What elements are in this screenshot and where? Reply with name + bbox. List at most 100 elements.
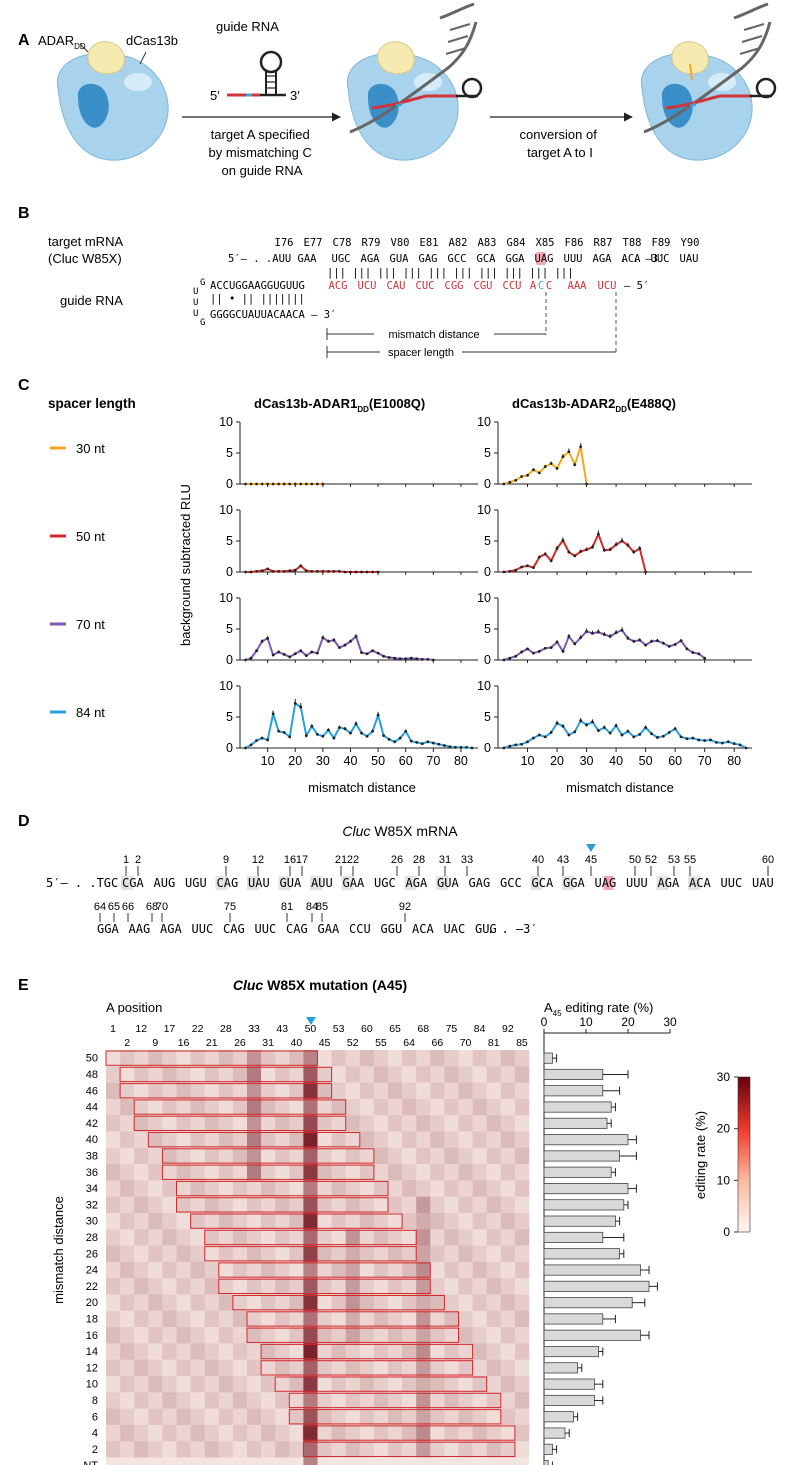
- data-point: [561, 538, 565, 542]
- codon-label: R79: [362, 237, 381, 249]
- heatmap-cell: [204, 1392, 220, 1409]
- data-point: [514, 654, 518, 658]
- heatmap-cell: [204, 1050, 220, 1067]
- heatmap-cell: [500, 1327, 516, 1344]
- d-row2-codons: GGA AAG AGA UUC CAG UUC CAG GAA CCU GGU ACA UAC GUG 6…: [94, 901, 497, 936]
- heatmap-cell: [134, 1229, 149, 1246]
- data-point: [271, 712, 275, 716]
- spacer-box: [232, 1295, 445, 1311]
- heatmap-cell: [289, 1376, 304, 1393]
- position-label: 50: [629, 854, 641, 866]
- heatmap-cell: [416, 1310, 431, 1328]
- heatmap-cell: [148, 1261, 163, 1279]
- heatmap-cell: [289, 1147, 304, 1165]
- heatmap-cell: [388, 1310, 403, 1328]
- heatmap-cell: [388, 1359, 403, 1377]
- data-point: [387, 656, 391, 659]
- heatmap-cell: [458, 1278, 473, 1295]
- spacer-box: [190, 1213, 403, 1229]
- heatmap-cell: [218, 1376, 234, 1393]
- bar: [543, 1460, 549, 1465]
- heatmap-cell: [190, 1229, 205, 1246]
- heatmap-cell: [359, 1424, 375, 1442]
- heatmap-cell: [373, 1213, 389, 1230]
- y-tick-label: 10: [219, 679, 233, 693]
- a-position-label: 68: [417, 1023, 429, 1035]
- heatmap-cell: [359, 1359, 375, 1377]
- data-point: [244, 746, 247, 750]
- heatmap: 5048464442403836343230282624222018161412…: [83, 1050, 530, 1465]
- data-point: [393, 656, 397, 660]
- heatmap-cell: [261, 1147, 276, 1165]
- heatmap-cell: [204, 1408, 220, 1426]
- heatmap-cell: [373, 1180, 389, 1197]
- row-label: 42: [86, 1118, 98, 1130]
- heatmap-cell: [430, 1098, 445, 1116]
- heatmap-cell: [500, 1359, 516, 1377]
- data-point: [555, 640, 559, 644]
- heatmap-cell: [261, 1196, 276, 1214]
- heatmap-cell: [472, 1424, 487, 1442]
- data-point: [543, 465, 547, 469]
- heatmap-cell: [514, 1066, 530, 1083]
- heatmap-cell: [106, 1278, 121, 1295]
- data-point: [602, 726, 606, 729]
- heatmap-cell: [486, 1213, 502, 1230]
- heatmap-cell: [218, 1359, 234, 1377]
- svg-text:5′: 5′: [210, 88, 220, 103]
- heatmap-cell: [430, 1392, 445, 1409]
- heatmap-cell: [247, 1147, 262, 1165]
- a-position-label: 60: [361, 1023, 373, 1035]
- row-label: 6: [92, 1411, 98, 1423]
- mrna-suffix: . . –3′: [620, 253, 664, 265]
- heatmap-cell: [176, 1115, 191, 1132]
- heatmap-cell: [359, 1327, 375, 1344]
- heatmap-cell: [247, 1408, 262, 1426]
- spacer-box: [274, 1376, 488, 1392]
- heatmap-cell: [373, 1131, 389, 1149]
- heatmap-cell: [204, 1424, 220, 1442]
- data-point: [271, 482, 275, 486]
- a-position-label: 92: [502, 1023, 514, 1035]
- data-point: [526, 564, 529, 568]
- data-point: [360, 570, 363, 574]
- heatmap-cell: [388, 1147, 403, 1165]
- heatmap-cell: [444, 1050, 459, 1067]
- heatmap-cell: [500, 1098, 516, 1116]
- heatmap-cell: [106, 1424, 121, 1442]
- row-label: 14: [86, 1346, 98, 1358]
- heatmap-cell: [373, 1196, 389, 1214]
- mrna-prefix: 5′– . .AUU GAA: [228, 253, 317, 265]
- heatmap-cell: [331, 1359, 346, 1377]
- heatmap-cell: [134, 1261, 149, 1279]
- heatmap-cell: [402, 1213, 417, 1230]
- heatmap-cell: [345, 1376, 361, 1393]
- hairpin-loop: U G U U G: [193, 278, 205, 328]
- heatmap-cell: [134, 1359, 149, 1377]
- heatmap-cell: [444, 1131, 459, 1149]
- a-position-label: 65: [389, 1023, 401, 1035]
- heatmap-cell: [514, 1213, 530, 1230]
- heatmap-cell: [190, 1327, 205, 1344]
- mrna-codon: GGA: [563, 876, 585, 890]
- heatmap-cell: [388, 1050, 403, 1067]
- heatmap-cell: [134, 1180, 149, 1197]
- svg-text:mismatch distance: mismatch distance: [388, 329, 479, 341]
- codon-label: F89: [652, 237, 671, 249]
- data-point: [398, 736, 402, 740]
- heatmap-cell: [345, 1441, 361, 1458]
- data-point: [591, 631, 594, 635]
- heatmap-cell: [148, 1115, 163, 1132]
- data-point: [282, 653, 286, 656]
- heatmap-cell: [430, 1310, 445, 1328]
- spacer-box: [105, 1050, 318, 1066]
- heatmap-cell: [162, 1457, 177, 1465]
- heatmap-cell: [204, 1131, 220, 1149]
- data-point: [555, 721, 559, 725]
- heatmap-cell: [359, 1196, 375, 1214]
- heatmap-cell: [218, 1196, 234, 1214]
- heatmap-cell: [402, 1066, 417, 1083]
- heatmap-cell: [472, 1196, 487, 1214]
- heatmap-cell: [472, 1278, 487, 1295]
- heatmap-cell: [458, 1131, 473, 1149]
